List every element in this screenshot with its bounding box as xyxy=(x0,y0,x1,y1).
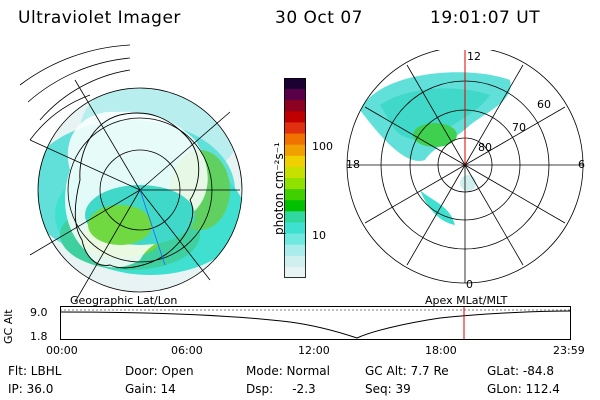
timeline-tick-2359: 23:59 xyxy=(553,344,585,357)
mlt-label-18: 18 xyxy=(346,158,360,171)
colorbar-segment xyxy=(284,189,306,201)
colorbar-segment xyxy=(284,244,306,257)
glat-status: GLat: -84.8 xyxy=(487,364,554,378)
timeline-tick-1800: 18:00 xyxy=(425,344,457,357)
mlt-label-0: 0 xyxy=(466,278,473,291)
colorbar-segment xyxy=(284,111,306,123)
apex-map-label: Apex MLat/MLT xyxy=(425,294,508,307)
timeline-y-min: 1.8 xyxy=(30,330,48,343)
gc-altitude-curve xyxy=(60,310,572,339)
colorbar-tick-100: 100 xyxy=(312,140,333,153)
colorbar-segment xyxy=(284,211,306,223)
colorbar-segment xyxy=(284,200,306,212)
mlt-label-12: 12 xyxy=(467,50,481,63)
colorbar-segment xyxy=(284,233,306,246)
colorbar-segment xyxy=(284,266,306,279)
antarctica-coastline xyxy=(74,112,200,269)
gc-alt-status: GC Alt: 7.7 Re xyxy=(365,364,449,378)
timeline-axis-label: GC Alt xyxy=(2,309,15,344)
colorbar-segment xyxy=(284,255,306,268)
door-status: Door: Open xyxy=(125,364,194,378)
mode-status: Mode: Normal xyxy=(246,364,330,378)
geographic-map xyxy=(19,44,243,302)
colorbar-segment xyxy=(284,144,306,157)
gain-status: Gain: 14 xyxy=(125,382,176,396)
sun-terminator-line xyxy=(139,189,166,266)
timeline-tick-1200: 12:00 xyxy=(298,344,330,357)
ip-status: IP: 36.0 xyxy=(8,382,54,396)
colorbar-segment xyxy=(284,133,306,146)
observation-time: 19:01:07 UT xyxy=(430,8,541,28)
timeline-tick-0600: 06:00 xyxy=(171,344,203,357)
gc-altitude-timeline xyxy=(60,306,572,340)
colorbar-segment xyxy=(284,89,306,101)
filter-status: Flt: LBHL xyxy=(8,364,62,378)
glon-status: GLon: 112.4 xyxy=(487,382,560,396)
colorbar-segment xyxy=(284,178,306,190)
seq-status: Seq: 39 xyxy=(365,382,411,396)
mlat-label-70: 70 xyxy=(512,121,526,134)
mlat-label-80: 80 xyxy=(478,141,492,154)
geographic-map-label: Geographic Lat/Lon xyxy=(70,294,178,307)
colorbar xyxy=(284,78,306,279)
colorbar-segment xyxy=(284,222,306,235)
colorbar-segment xyxy=(284,100,306,112)
timeline-tick-0000: 00:00 xyxy=(46,344,78,357)
colorbar-unit-label: photon cm⁻²s⁻¹ xyxy=(272,142,286,235)
colorbar-segment xyxy=(284,166,306,179)
observation-date: 30 Oct 07 xyxy=(275,8,363,28)
colorbar-tick-10: 10 xyxy=(312,229,326,242)
colorbar-segment xyxy=(284,155,306,168)
colorbar-segment xyxy=(284,122,306,135)
colorbar-gradient xyxy=(284,78,306,279)
timeline-y-max: 9.0 xyxy=(30,306,48,319)
apex-map xyxy=(346,50,584,284)
colorbar-segment xyxy=(284,78,306,90)
dsp-status: Dsp: -2.3 xyxy=(246,382,316,396)
instrument-title: Ultraviolet Imager xyxy=(18,8,181,28)
mlt-label-6: 6 xyxy=(578,158,585,171)
mlat-label-60: 60 xyxy=(537,98,551,111)
